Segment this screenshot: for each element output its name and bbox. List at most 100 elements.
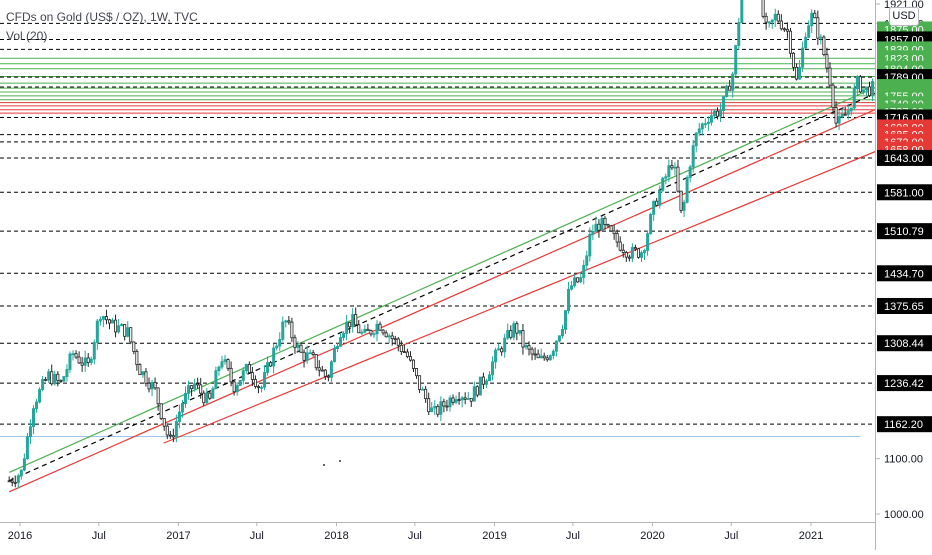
price-level-label: 1510.79 xyxy=(884,226,924,238)
candle xyxy=(646,230,650,256)
candle-body xyxy=(469,398,473,402)
candle-body xyxy=(247,364,251,373)
candle xyxy=(384,330,388,338)
candle-body xyxy=(567,288,571,312)
candle-body xyxy=(658,190,662,206)
candle-body xyxy=(238,380,242,386)
candle xyxy=(387,333,391,344)
candle xyxy=(618,236,622,252)
candle xyxy=(165,423,169,440)
candle-body xyxy=(71,353,75,356)
candle-body xyxy=(275,345,279,349)
candle-body xyxy=(700,123,704,130)
candle xyxy=(138,363,142,376)
price-level-label: 1375.65 xyxy=(884,301,924,313)
candle xyxy=(469,398,473,407)
candle xyxy=(314,354,318,371)
candle-body xyxy=(463,397,467,400)
candle xyxy=(612,224,616,240)
candle xyxy=(235,382,239,396)
price-level-label: 1581.00 xyxy=(884,187,924,199)
candle-body xyxy=(664,176,668,179)
candle xyxy=(688,164,692,183)
candle-body xyxy=(600,217,604,231)
trendline-red xyxy=(8,108,875,493)
currency-badge[interactable]: USD xyxy=(889,7,919,26)
candle-body xyxy=(126,327,130,337)
candle xyxy=(694,132,698,153)
candle-body xyxy=(223,359,227,363)
price-level-label: 1308.44 xyxy=(884,338,924,350)
candle-body xyxy=(451,397,455,403)
candle-body xyxy=(491,361,495,376)
candle-body xyxy=(445,405,449,408)
time-tick-label: Jul xyxy=(724,530,738,542)
candle-body xyxy=(703,123,707,126)
candle-body xyxy=(89,358,93,363)
candle-body xyxy=(144,371,148,384)
candle-body xyxy=(104,316,108,321)
candle xyxy=(13,475,17,488)
candle xyxy=(256,384,260,394)
candle xyxy=(855,74,859,96)
candle xyxy=(539,348,543,359)
candle-body xyxy=(153,382,157,389)
candle xyxy=(801,41,805,72)
candle xyxy=(111,318,115,324)
candle xyxy=(25,432,29,461)
candle-body xyxy=(162,418,166,427)
candle-body xyxy=(594,223,598,232)
price-label-bg xyxy=(877,297,932,314)
candle xyxy=(95,319,99,350)
candle xyxy=(107,318,111,330)
candle-body xyxy=(481,376,485,385)
candle xyxy=(415,367,419,379)
candle-body xyxy=(761,0,765,17)
candle-body xyxy=(326,375,330,378)
candle-body xyxy=(487,374,491,382)
candle-body xyxy=(424,388,428,400)
candle xyxy=(761,0,765,19)
candle-body xyxy=(782,28,786,31)
candle xyxy=(664,173,668,185)
time-tick-label: Jul xyxy=(92,530,106,542)
candle-body xyxy=(497,348,501,351)
candle xyxy=(144,368,148,387)
candle xyxy=(478,376,482,396)
candle xyxy=(354,307,358,326)
candle xyxy=(168,430,172,439)
candle xyxy=(366,323,370,331)
candle xyxy=(636,247,640,259)
candle xyxy=(606,223,610,228)
candle-body xyxy=(342,333,346,338)
candle xyxy=(281,316,285,342)
candle-body xyxy=(539,355,543,359)
candle xyxy=(615,229,619,248)
candle-body xyxy=(53,373,57,385)
candle xyxy=(579,272,583,284)
candle xyxy=(290,317,294,343)
candle xyxy=(183,386,187,408)
candle xyxy=(433,400,437,416)
candle xyxy=(421,386,425,391)
candle-body xyxy=(372,333,376,336)
candle-body xyxy=(177,411,181,422)
candle-body xyxy=(348,321,352,328)
candle-body xyxy=(28,426,32,438)
candle xyxy=(156,387,160,411)
candle xyxy=(798,59,802,80)
candle-body xyxy=(159,403,163,419)
time-tick-label: 2018 xyxy=(324,530,348,542)
candle-body xyxy=(323,369,327,377)
volume-indicator-label[interactable]: Vol (20) xyxy=(6,29,48,43)
candle-body xyxy=(475,386,479,396)
candle-body xyxy=(633,247,637,250)
candle xyxy=(396,337,400,352)
candle-body xyxy=(101,316,105,320)
candle xyxy=(59,379,63,384)
candle-body xyxy=(548,355,552,361)
candle xyxy=(725,84,729,98)
candle-body xyxy=(156,387,160,405)
